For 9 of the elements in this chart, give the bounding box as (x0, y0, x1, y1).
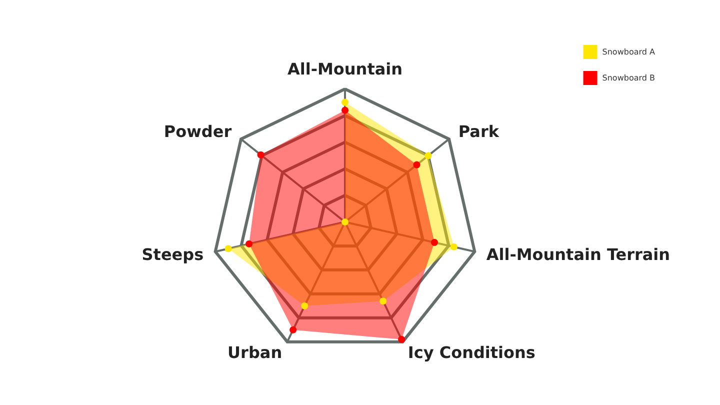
spoke-label: All-Mountain Terrain (486, 244, 670, 264)
legend-label: Snowboard B (602, 74, 655, 82)
spoke-label: Park (458, 122, 500, 142)
spoke-label: Powder (164, 122, 232, 142)
spoke-label: Urban (228, 343, 282, 362)
spoke-label: Steeps (142, 244, 204, 264)
legend-label: Snowboard A (602, 48, 656, 56)
spoke-label: Icy Conditions (408, 343, 536, 362)
spoke-label: All-Mountain (287, 60, 403, 78)
